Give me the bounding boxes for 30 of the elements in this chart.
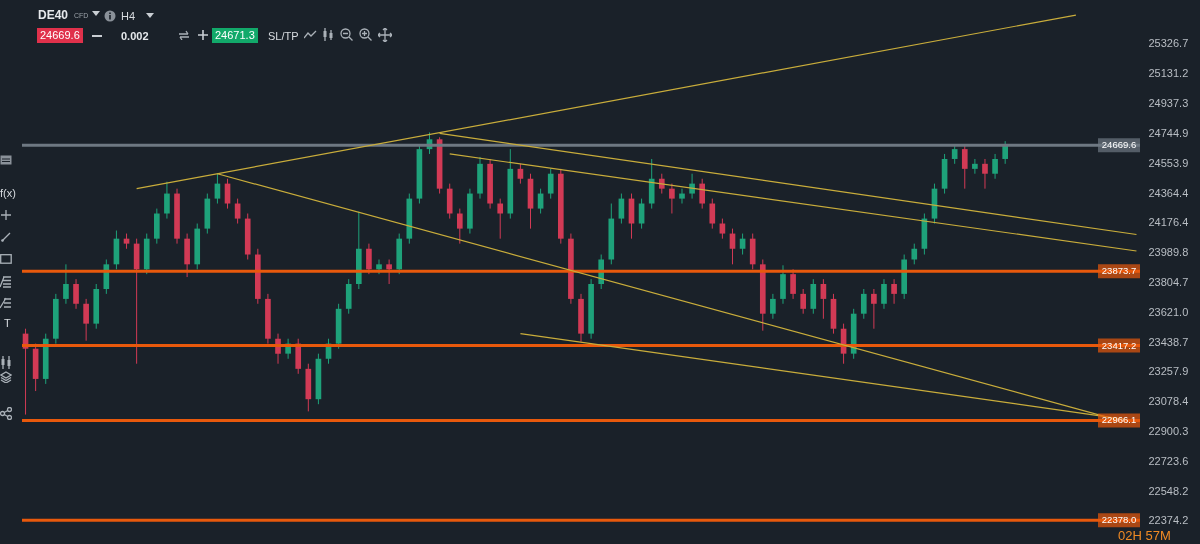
annotation: DE40 <box>38 8 69 23</box>
text: T <box>4 317 11 331</box>
ref-line-label: 22378.0 <box>1101 514 1137 526</box>
y-tick-label: 22548.2 <box>1148 484 1189 497</box>
ref-line-label: 24669.6 <box>1101 139 1137 151</box>
y-tick-label: 24553.9 <box>1148 156 1189 169</box>
ref-line-label: 23873.7 <box>1101 265 1137 277</box>
y-tick-label: 23804.7 <box>1148 275 1189 288</box>
y-tick-label: 23257.9 <box>1148 365 1189 378</box>
y-tick-label: 24364.4 <box>1148 186 1189 199</box>
y-tick-label: 25326.7 <box>1148 37 1189 50</box>
y-tick-label: 22900.3 <box>1148 424 1189 437</box>
y-tick-label: 25131.2 <box>1148 67 1189 80</box>
y-tick-label: 24937.3 <box>1148 97 1189 110</box>
y-tick-label: 24744.9 <box>1148 126 1189 139</box>
y-tick-label: 22374.2 <box>1148 514 1189 527</box>
y-tick-label: 23621.0 <box>1148 305 1189 318</box>
y-tick-label: 23078.4 <box>1148 395 1189 408</box>
annotation: 24669.6 <box>37 28 83 44</box>
y-tick-label: 22723.6 <box>1148 454 1189 467</box>
annotation: 02H 57M <box>1118 528 1171 544</box>
y-tick-label: 24176.4 <box>1148 216 1189 229</box>
annotation: H4 <box>121 10 136 24</box>
y-tick-label: 23989.8 <box>1148 246 1189 259</box>
text: f(x) <box>0 187 16 201</box>
annotation: SL/TP <box>268 30 299 44</box>
annotation: 0.002 <box>121 30 149 44</box>
y-tick-label: 23438.7 <box>1148 335 1189 348</box>
annotation: 24671.3 <box>212 28 258 44</box>
ref-line-label: 23417.2 <box>1101 339 1137 351</box>
